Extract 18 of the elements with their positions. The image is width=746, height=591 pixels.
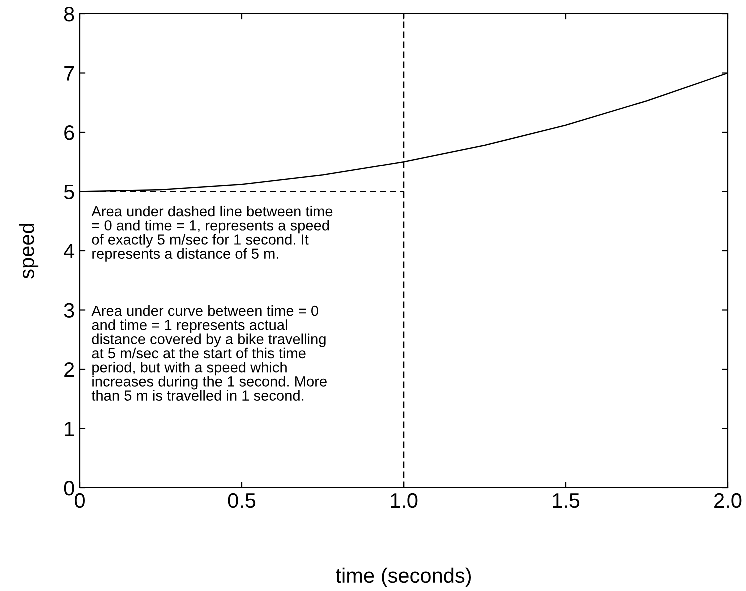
y-tick-label: 3 (64, 303, 74, 318)
y-axis-title: speed (19, 224, 39, 279)
y-tick-label: 2 (64, 362, 74, 378)
x-tick-label: 1.0 (391, 493, 418, 508)
x-tick-label: 1.5 (553, 494, 580, 508)
annotation: Area under curve between time = 0 and time = 1 represents actual distance covered by a bike travelling at 5 m/sec at the start of this time period, but with a speed which increases during the 1 second. More than 5 m is travelled in 1 second. (92, 306, 327, 401)
x-tick-label: 0.5 (228, 493, 256, 508)
y-tick-label: 7 (64, 66, 74, 81)
y-tick-label: 1 (65, 422, 74, 436)
y-tick-label: 5 (64, 184, 74, 200)
annotation: Area under dashed line between time = 0 and time = 1, represents a speed of exactly 5 m/sec for 1 second. It represents a distance of 5 m. (92, 206, 333, 262)
y-tick-label: 0 (64, 481, 74, 496)
y-tick-label: 4 (64, 244, 75, 259)
x-axis-title: time (seconds) (336, 568, 472, 588)
x-tick-label: 2.0 (714, 493, 742, 508)
y-tick-label: 8 (64, 7, 74, 22)
x-tick-label: 0 (75, 493, 85, 508)
y-tick-label: 6 (64, 126, 74, 140)
